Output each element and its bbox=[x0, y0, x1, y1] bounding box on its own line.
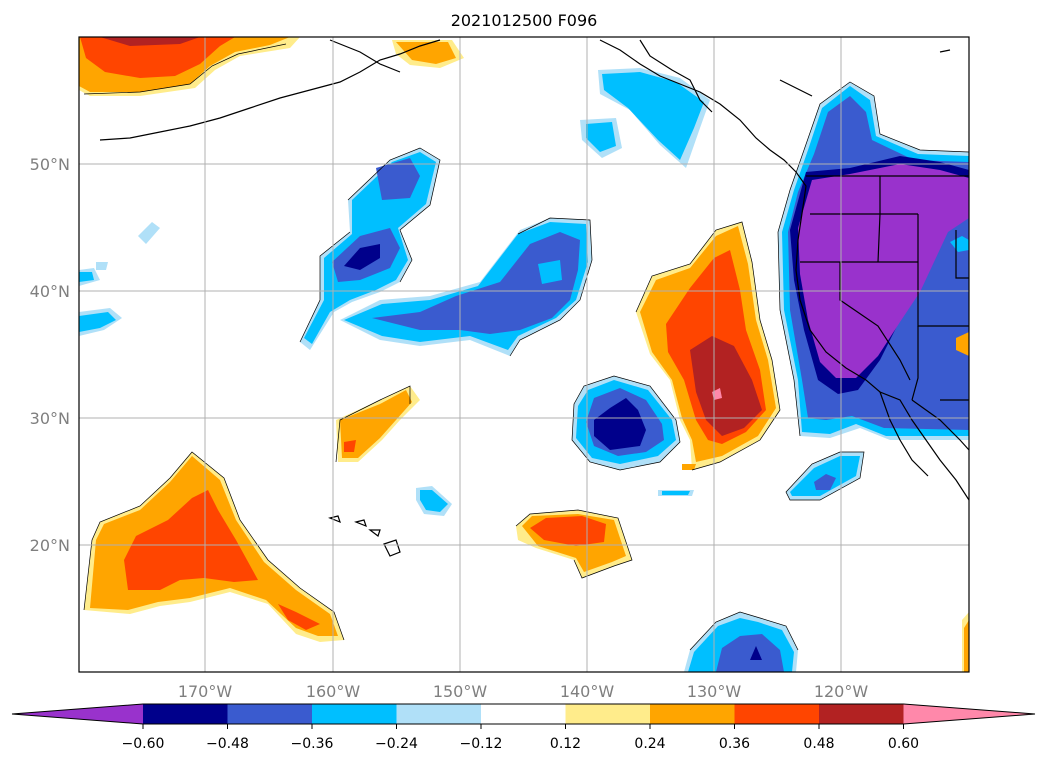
anomaly-west-edge bbox=[79, 222, 160, 336]
colorbar-tick-label: 0.12 bbox=[550, 736, 581, 752]
anomaly-west-coast-cold bbox=[778, 82, 969, 672]
colorbar-bin bbox=[227, 704, 313, 724]
colorbar-tick-label: −0.24 bbox=[375, 736, 418, 752]
colorbar-tick-label: −0.60 bbox=[122, 736, 165, 752]
coastlines bbox=[99, 39, 969, 557]
colorbar-extension-high bbox=[903, 704, 1035, 724]
lon-label: 150°W bbox=[433, 682, 488, 701]
anomaly-subtropical-blue bbox=[572, 376, 680, 470]
colorbar-bin bbox=[312, 704, 397, 724]
lat-label: 40°N bbox=[30, 282, 70, 301]
lon-label: 130°W bbox=[687, 682, 742, 701]
anomaly-southwest-warm bbox=[84, 452, 344, 642]
colorbar bbox=[11, 703, 1036, 725]
anomaly-central-warm bbox=[636, 222, 780, 496]
colorbar-tick-label: 0.48 bbox=[803, 736, 834, 752]
lat-label: 30°N bbox=[30, 409, 70, 428]
colorbar-tick-label: −0.12 bbox=[460, 736, 503, 752]
anomaly-southeast-cold bbox=[786, 452, 864, 500]
map-title: 2021012500 F096 bbox=[451, 11, 598, 30]
longitude-labels: 170°W 160°W 150°W 140°W 130°W 120°W bbox=[178, 682, 869, 701]
colorbar-bin bbox=[396, 704, 482, 724]
colorbar-extension-low bbox=[12, 704, 143, 724]
colorbar-bin bbox=[650, 704, 735, 724]
lat-label: 20°N bbox=[30, 536, 70, 555]
lon-label: 170°W bbox=[178, 682, 233, 701]
colorbar-tick-label: −0.36 bbox=[291, 736, 334, 752]
anomaly-gulf-of-alaska bbox=[580, 68, 710, 168]
lon-label: 120°W bbox=[814, 682, 869, 701]
lon-label: 160°W bbox=[306, 682, 361, 701]
anomaly-hawaii-cold bbox=[416, 486, 452, 516]
colorbar-bin bbox=[143, 704, 228, 724]
lat-label: 50°N bbox=[30, 155, 70, 174]
map-frame bbox=[78, 36, 970, 673]
colorbar-bin bbox=[734, 704, 820, 724]
colorbar-tick-label: 0.60 bbox=[888, 736, 919, 752]
colorbar-bin bbox=[565, 704, 651, 724]
colorbar-tick-label: 0.24 bbox=[634, 736, 665, 752]
anomaly-central-pacific bbox=[300, 148, 592, 356]
colorbar-tick-label: −0.48 bbox=[206, 736, 249, 752]
lon-label: 140°W bbox=[560, 682, 615, 701]
anomaly-top-left bbox=[79, 37, 464, 96]
gridlines bbox=[79, 37, 969, 672]
map-content bbox=[79, 37, 969, 672]
colorbar-tick-label: 0.36 bbox=[719, 736, 750, 752]
latitude-labels: 50°N 40°N 30°N 20°N bbox=[30, 155, 70, 555]
colorbar-ticks: −0.60 −0.48 −0.36 −0.24 −0.12 0.12 0.24 0.36 0.4… bbox=[122, 724, 919, 752]
colorbar-bin bbox=[819, 704, 904, 724]
anomaly-warm-157w bbox=[336, 386, 420, 462]
colorbar-bin bbox=[481, 704, 566, 724]
